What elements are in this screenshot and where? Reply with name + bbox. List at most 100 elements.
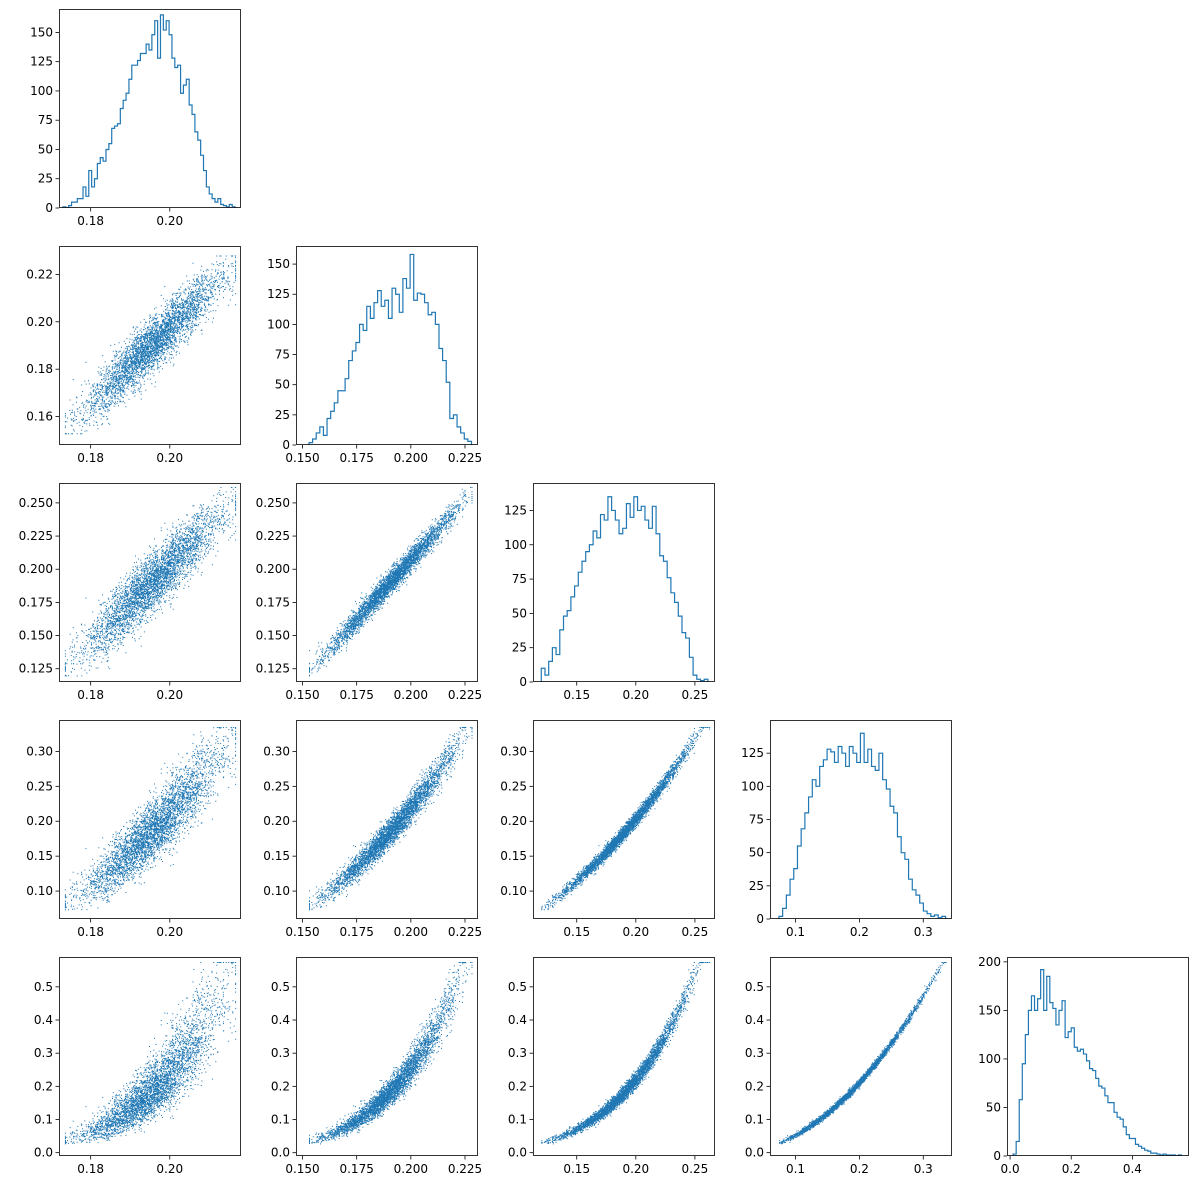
scatter-points <box>778 962 947 1145</box>
x-tick-label: 0.150 <box>285 688 319 702</box>
x-tick-label: 0.25 <box>682 925 709 939</box>
y-tick-label: 0.30 <box>26 744 53 758</box>
y-tick-label: 0.15 <box>26 849 53 863</box>
y-tick-label: 0 <box>993 1149 1001 1163</box>
x-tick-label: 0.20 <box>156 214 183 228</box>
y-tick-label: 0.250 <box>256 496 290 510</box>
y-tick-label: 0.25 <box>263 779 290 793</box>
x-tick-label: 0.20 <box>156 451 183 465</box>
y-tick-label: 100 <box>504 538 527 552</box>
y-tick-label: 0.20 <box>263 814 290 828</box>
y-tick-label: 0.125 <box>19 662 53 676</box>
plot-area <box>1012 969 1182 1156</box>
y-tick-label: 0.22 <box>26 267 53 281</box>
scatter-points <box>541 727 711 911</box>
y-tick-label: 25 <box>275 408 290 422</box>
subplot-r4-c2: 0.15 0.20 0.25 0.0 0.1 0.2 0.3 0.4 0.5 <box>508 957 715 1176</box>
y-tick-label: 200 <box>978 955 1001 969</box>
scatter-points <box>64 255 237 435</box>
x-tick-label: 0.20 <box>156 688 183 702</box>
y-tick-label: 0.10 <box>500 884 527 898</box>
y-tick-label: 0.5 <box>508 980 527 994</box>
subplot-r3-c0: 0.18 0.20 0.10 0.15 0.20 0.25 0.30 <box>26 720 241 939</box>
plot-area <box>308 253 473 445</box>
y-tick-label: 150 <box>30 25 53 39</box>
axes-frame <box>533 957 715 1156</box>
y-tick-label: 0.15 <box>500 849 527 863</box>
x-tick-label: 0.175 <box>339 1162 373 1176</box>
y-tick-label: 0.15 <box>263 849 290 863</box>
x-tick-label: 0.150 <box>285 1162 319 1176</box>
x-tick-label: 0.200 <box>394 688 428 702</box>
x-tick-label: 0.2 <box>1062 1162 1081 1176</box>
y-tick-label: 50 <box>749 846 764 860</box>
x-tick-label: 0.18 <box>77 925 104 939</box>
y-tick-label: 0.225 <box>19 529 53 543</box>
x-tick-label: 0.2 <box>850 1162 869 1176</box>
plot-area <box>64 487 237 677</box>
y-tick-label: 0.225 <box>256 529 290 543</box>
y-tick-label: 0.20 <box>500 814 527 828</box>
plot-area <box>64 962 237 1145</box>
x-tick-label: 0.225 <box>448 1162 482 1176</box>
y-tick-label: 25 <box>749 879 764 893</box>
x-tick-label: 0.150 <box>285 451 319 465</box>
axes-frame <box>59 957 241 1156</box>
plot-area <box>541 727 711 911</box>
y-tick-label: 0.30 <box>263 744 290 758</box>
y-tick-label: 0.4 <box>271 1013 290 1027</box>
scatter-points <box>541 962 711 1145</box>
y-tick-label: 0.10 <box>263 884 290 898</box>
x-tick-label: 0.175 <box>339 451 373 465</box>
plot-area <box>540 496 709 682</box>
axes-frame <box>770 720 952 919</box>
x-tick-label: 0.20 <box>156 925 183 939</box>
histogram-step-line <box>540 496 709 682</box>
x-tick-label: 0.15 <box>563 925 590 939</box>
y-tick-label: 125 <box>741 746 764 760</box>
axes-frame <box>59 483 241 682</box>
y-tick-label: 0.150 <box>19 629 53 643</box>
x-tick-label: 0.20 <box>622 925 649 939</box>
y-tick-label: 75 <box>275 348 290 362</box>
y-tick-label: 0.250 <box>19 496 53 510</box>
y-tick-label: 0.3 <box>508 1046 527 1060</box>
y-tick-label: 0.150 <box>256 629 290 643</box>
plot-area <box>309 962 473 1145</box>
subplot-r1-c0: 0.18 0.20 0.16 0.18 0.20 0.22 <box>26 246 241 465</box>
axes-frame <box>296 246 478 445</box>
histogram-step-line <box>778 732 947 919</box>
subplot-r2-c0: 0.18 0.20 0.125 0.150 0.175 0.200 0.225 0.250 <box>19 483 241 702</box>
y-tick-label: 0.5 <box>34 980 53 994</box>
x-tick-label: 0.175 <box>339 688 373 702</box>
y-tick-label: 0.20 <box>26 814 53 828</box>
y-tick-label: 0.0 <box>745 1146 764 1160</box>
y-tick-label: 0.4 <box>508 1013 527 1027</box>
axes-frame <box>533 483 715 682</box>
scatter-points <box>309 962 473 1145</box>
y-tick-label: 50 <box>512 606 527 620</box>
subplot-r2-c1: 0.150 0.175 0.200 0.225 0.125 0.150 0.175 0.200… <box>256 483 482 702</box>
subplot-r4-c4: 0.0 0.2 0.4 0 50 100 150 200 <box>978 955 1189 1176</box>
y-tick-label: 25 <box>512 641 527 655</box>
x-tick-label: 0.150 <box>285 925 319 939</box>
x-tick-label: 0.200 <box>394 925 428 939</box>
y-tick-label: 0.3 <box>34 1046 53 1060</box>
x-tick-label: 0.1 <box>786 925 805 939</box>
plot-area <box>62 14 236 208</box>
y-tick-label: 0.4 <box>34 1013 53 1027</box>
y-tick-label: 0.10 <box>26 884 53 898</box>
scatter-points <box>64 727 237 911</box>
x-tick-label: 0.225 <box>448 925 482 939</box>
axes-frame <box>1007 957 1189 1156</box>
x-tick-label: 0.200 <box>394 451 428 465</box>
y-tick-label: 50 <box>38 142 53 156</box>
plot-area <box>778 732 947 919</box>
axes-frame <box>533 720 715 919</box>
histogram-step-line <box>1012 969 1182 1156</box>
plot-area <box>309 487 473 677</box>
x-tick-label: 0.175 <box>339 925 373 939</box>
x-tick-label: 0.18 <box>77 214 104 228</box>
x-tick-label: 0.3 <box>914 1162 933 1176</box>
axes-frame <box>296 957 478 1156</box>
